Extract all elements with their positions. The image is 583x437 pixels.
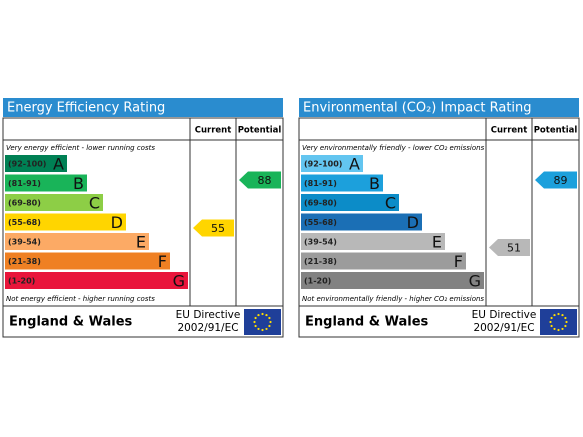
band-letter: A [349, 155, 360, 174]
band-bar [5, 155, 67, 172]
eu-star [254, 316, 257, 320]
footer-code: 2002/91/EC [177, 322, 238, 334]
panel-title: Energy Efficiency Rating [7, 101, 165, 116]
band-letter: F [454, 252, 463, 271]
band-range: (39-54) [304, 238, 337, 247]
eu-star [565, 320, 568, 324]
eu-star [254, 324, 257, 328]
band-range: (92-100) [304, 160, 342, 169]
band-bar [301, 252, 466, 270]
band-bar [301, 272, 484, 289]
band-range: (92-100) [8, 160, 46, 169]
band-letter: B [369, 174, 380, 193]
eu-star [557, 312, 560, 316]
bottom-note: Not environmentally friendly - higher CO… [302, 295, 484, 303]
eu-star [550, 324, 553, 328]
band-range: (1-20) [304, 277, 331, 286]
rating-value: 88 [258, 174, 272, 187]
band-bar [301, 174, 383, 192]
eu-star [265, 327, 268, 331]
eu-star [550, 316, 553, 320]
eu-star [257, 313, 260, 317]
band-range: (81-91) [8, 179, 41, 188]
band-bar [301, 155, 363, 172]
band-letter: E [432, 233, 442, 252]
band-range: (55-68) [8, 218, 41, 227]
top-note: Very environmentally friendly - lower CO… [302, 144, 485, 152]
eu-star [553, 313, 556, 317]
panel-border [2, 117, 284, 338]
band-bar [5, 252, 170, 270]
footer-code: 2002/91/EC [473, 322, 534, 334]
eu-star [261, 328, 264, 332]
eu-star [261, 312, 264, 316]
footer-directive: EU Directive [176, 309, 241, 321]
rating-arrow [489, 239, 530, 256]
top-note: Very energy efficient - lower running co… [6, 144, 155, 152]
band-bar [5, 233, 149, 250]
footer-region: England & Wales [305, 315, 429, 330]
rating-value: 55 [211, 222, 225, 235]
band-letter: A [53, 155, 64, 174]
footer-directive: EU Directive [472, 309, 537, 321]
eu-star [561, 313, 564, 317]
header-potential: Potential [238, 126, 282, 136]
band-letter: E [136, 233, 146, 252]
eu-star [268, 324, 271, 328]
footer-region: England & Wales [9, 315, 133, 330]
band-letter: D [111, 213, 123, 232]
panel-border [298, 117, 580, 338]
eu-star [269, 320, 272, 324]
eu-flag [244, 309, 281, 335]
bottom-note: Not energy efficient - higher running co… [6, 295, 155, 303]
band-range: (69-80) [304, 199, 337, 208]
band-bar [5, 174, 87, 192]
band-letter: G [469, 272, 481, 291]
band-range: (55-68) [304, 218, 337, 227]
eu-star [253, 320, 256, 324]
header-current: Current [195, 126, 232, 136]
band-letter: D [407, 213, 419, 232]
eu-star [564, 316, 567, 320]
rating-value: 51 [507, 242, 521, 255]
band-bar [5, 272, 188, 289]
band-range: (69-80) [8, 199, 41, 208]
band-range: (21-38) [8, 257, 41, 266]
rating-arrow [193, 219, 234, 237]
band-letter: F [158, 252, 167, 271]
rating-value: 89 [554, 174, 568, 187]
band-letter: G [173, 272, 185, 291]
rating-arrow [239, 171, 281, 189]
band-range: (39-54) [8, 238, 41, 247]
band-range: (81-91) [304, 179, 337, 188]
header-current: Current [491, 126, 528, 136]
rating-arrow [535, 171, 577, 189]
eu-star [557, 328, 560, 332]
title-bar [3, 98, 283, 117]
panel-title: Environmental (CO₂) Impact Rating [303, 101, 532, 116]
eu-star [564, 324, 567, 328]
band-range: (1-20) [8, 277, 35, 286]
band-bar [301, 213, 422, 231]
eu-star [561, 327, 564, 331]
band-bar [301, 233, 445, 250]
band-range: (21-38) [304, 257, 337, 266]
title-bar [299, 98, 579, 117]
eu-flag [540, 309, 577, 335]
eu-star [268, 316, 271, 320]
eu-star [257, 327, 260, 331]
header-potential: Potential [534, 126, 578, 136]
eu-star [553, 327, 556, 331]
band-letter: B [73, 174, 84, 193]
eu-star [265, 313, 268, 317]
band-bar [5, 213, 126, 231]
epc-panel: Energy Efficiency Rating Current Potential… [2, 98, 284, 338]
epc-panel: Environmental (CO₂) Impact Rating Current… [298, 98, 580, 338]
eu-star [549, 320, 552, 324]
band-letter: C [385, 194, 396, 213]
band-bar [5, 194, 103, 211]
band-bar [301, 194, 399, 211]
band-letter: C [89, 194, 100, 213]
